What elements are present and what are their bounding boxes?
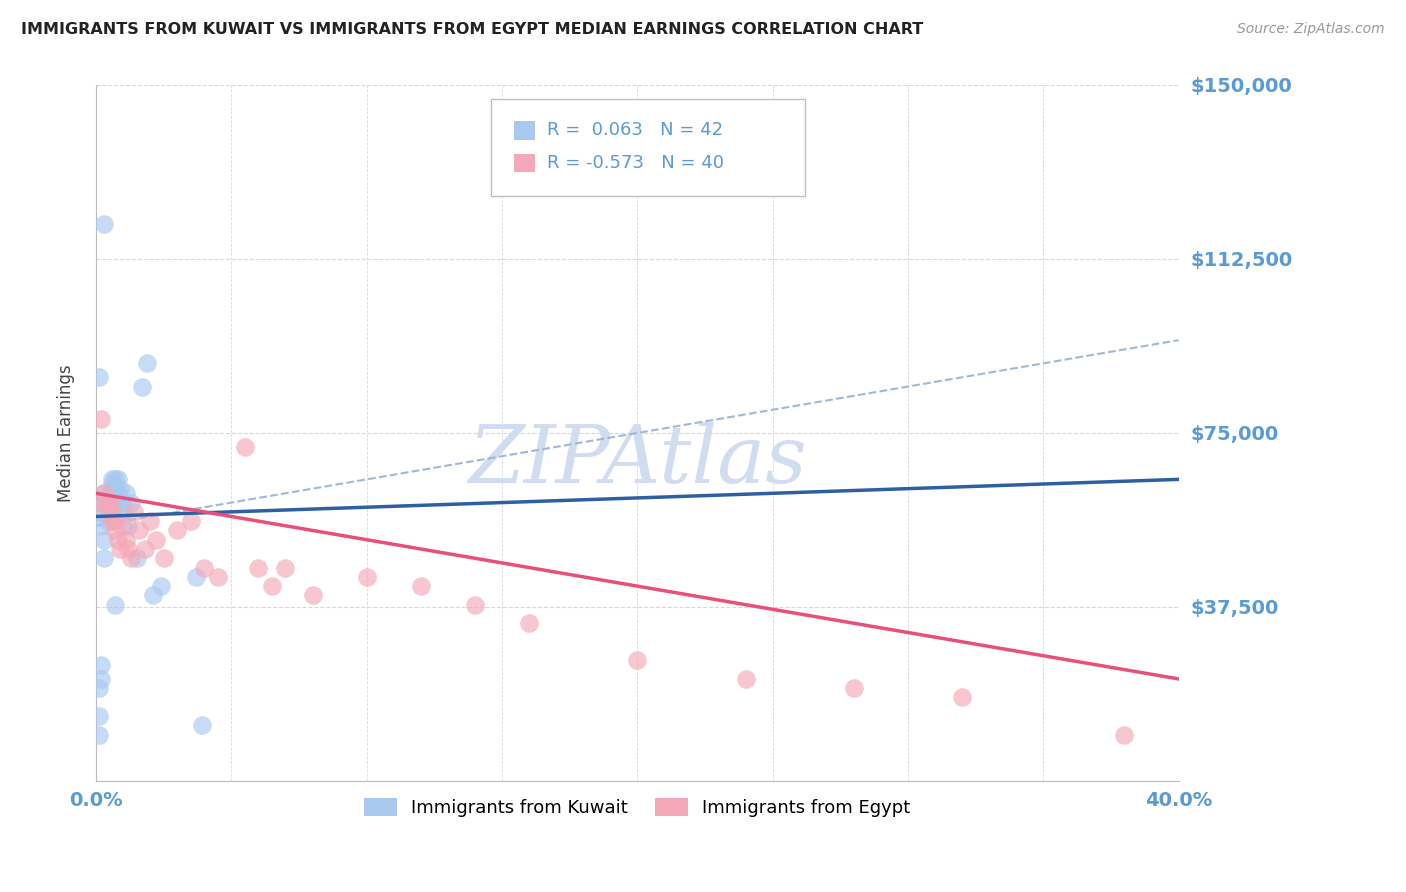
Point xyxy=(98,505,121,519)
Point xyxy=(90,505,112,519)
Point xyxy=(207,570,229,584)
Point xyxy=(149,579,172,593)
FancyBboxPatch shape xyxy=(513,153,534,172)
Point xyxy=(93,217,115,231)
Point xyxy=(131,379,153,393)
Point xyxy=(274,560,297,574)
Point xyxy=(152,551,174,566)
Point xyxy=(104,495,127,509)
Point xyxy=(112,495,135,509)
Point xyxy=(190,718,212,732)
Point xyxy=(1114,728,1136,742)
Point xyxy=(90,657,112,672)
Y-axis label: Median Earnings: Median Earnings xyxy=(58,364,75,502)
Point xyxy=(98,495,121,509)
Point xyxy=(626,653,648,667)
Point xyxy=(87,370,110,384)
Point xyxy=(122,505,145,519)
Point xyxy=(134,541,156,556)
Point xyxy=(98,486,121,500)
Point xyxy=(107,486,129,500)
Point xyxy=(734,672,756,686)
Point xyxy=(96,495,118,509)
Point xyxy=(233,440,256,454)
Legend: Immigrants from Kuwait, Immigrants from Egypt: Immigrants from Kuwait, Immigrants from … xyxy=(357,790,918,824)
Text: ZIPAtlas: ZIPAtlas xyxy=(468,422,807,500)
Text: R =  0.063   N = 42: R = 0.063 N = 42 xyxy=(547,121,723,139)
Point xyxy=(120,495,142,509)
Point xyxy=(98,495,121,509)
Point xyxy=(136,356,159,370)
Text: R = -0.573   N = 40: R = -0.573 N = 40 xyxy=(547,154,724,172)
Point xyxy=(114,486,136,500)
Point xyxy=(104,472,127,486)
Point xyxy=(101,486,124,500)
Point xyxy=(356,570,378,584)
Point xyxy=(98,505,121,519)
Point xyxy=(93,533,115,547)
Point xyxy=(101,505,124,519)
Point xyxy=(93,486,115,500)
Point xyxy=(110,495,132,509)
Point xyxy=(950,690,973,705)
Point xyxy=(87,728,110,742)
Point xyxy=(101,514,124,528)
Point xyxy=(409,579,432,593)
Point xyxy=(104,524,127,538)
Point xyxy=(260,579,283,593)
FancyBboxPatch shape xyxy=(491,99,806,196)
Point xyxy=(112,505,135,519)
Point xyxy=(110,541,132,556)
Point xyxy=(247,560,270,574)
Point xyxy=(96,514,118,528)
Point xyxy=(142,588,165,602)
Point xyxy=(180,514,202,528)
Point xyxy=(90,412,112,426)
Point xyxy=(301,588,323,602)
Point xyxy=(93,551,115,566)
Point xyxy=(107,533,129,547)
Point xyxy=(104,514,127,528)
Point xyxy=(96,495,118,509)
Point xyxy=(112,518,135,533)
Point xyxy=(90,672,112,686)
Point xyxy=(186,570,208,584)
Text: IMMIGRANTS FROM KUWAIT VS IMMIGRANTS FROM EGYPT MEDIAN EARNINGS CORRELATION CHAR: IMMIGRANTS FROM KUWAIT VS IMMIGRANTS FRO… xyxy=(21,22,924,37)
Point xyxy=(139,514,162,528)
Point xyxy=(96,505,118,519)
Point xyxy=(87,681,110,696)
Point xyxy=(93,495,115,509)
Point xyxy=(101,477,124,491)
Point xyxy=(128,524,150,538)
Point xyxy=(87,709,110,723)
Point xyxy=(117,518,139,533)
Point xyxy=(107,472,129,486)
Point xyxy=(120,551,142,566)
Point xyxy=(117,541,139,556)
Point xyxy=(193,560,215,574)
Text: Source: ZipAtlas.com: Source: ZipAtlas.com xyxy=(1237,22,1385,37)
Point xyxy=(842,681,865,696)
Point xyxy=(87,495,110,509)
Point xyxy=(145,533,167,547)
Point xyxy=(464,598,486,612)
Point xyxy=(166,524,188,538)
Point xyxy=(517,616,540,631)
Point xyxy=(90,518,112,533)
Point xyxy=(110,482,132,496)
FancyBboxPatch shape xyxy=(513,120,534,139)
Point xyxy=(125,551,148,566)
Point xyxy=(101,472,124,486)
Point xyxy=(104,482,127,496)
Point xyxy=(104,598,127,612)
Point xyxy=(93,486,115,500)
Point xyxy=(114,533,136,547)
